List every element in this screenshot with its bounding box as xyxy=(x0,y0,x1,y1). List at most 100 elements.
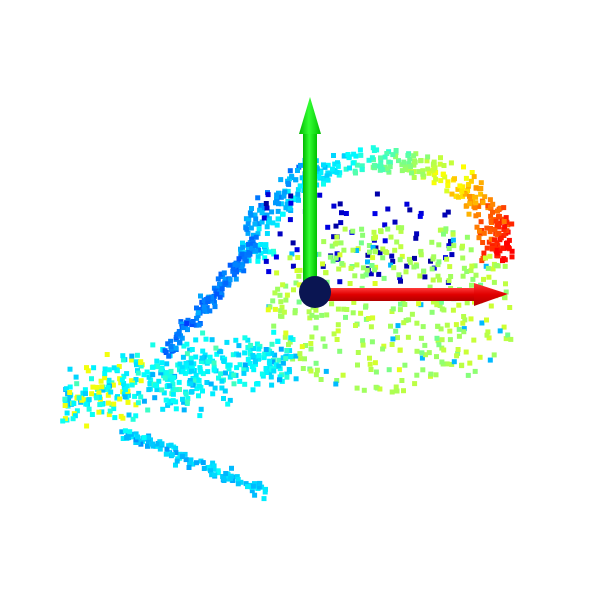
point xyxy=(129,353,135,359)
point xyxy=(343,166,349,172)
point xyxy=(337,252,343,258)
point xyxy=(231,372,237,378)
point xyxy=(160,406,166,412)
point xyxy=(431,162,437,168)
point xyxy=(335,163,341,169)
point xyxy=(102,371,108,377)
point xyxy=(259,210,265,216)
point xyxy=(294,247,300,253)
point xyxy=(146,439,151,444)
point xyxy=(393,154,399,160)
point xyxy=(350,247,356,253)
point xyxy=(331,234,337,240)
point xyxy=(336,266,342,272)
point xyxy=(460,193,466,199)
point xyxy=(65,403,71,409)
point xyxy=(97,402,103,408)
point xyxy=(396,367,402,373)
point xyxy=(490,209,495,215)
point xyxy=(508,336,514,342)
point xyxy=(252,221,258,227)
point xyxy=(256,247,261,253)
point xyxy=(76,395,82,401)
point xyxy=(241,370,247,376)
point xyxy=(338,240,344,246)
point xyxy=(292,310,298,316)
point xyxy=(217,294,223,300)
point xyxy=(130,434,135,440)
point xyxy=(321,162,326,168)
point xyxy=(264,212,270,218)
point xyxy=(193,322,199,328)
point xyxy=(433,176,439,182)
point xyxy=(252,481,257,487)
point xyxy=(190,461,196,467)
point xyxy=(261,496,267,502)
point xyxy=(278,313,283,319)
point xyxy=(173,445,179,451)
point xyxy=(141,372,147,378)
point xyxy=(373,264,379,270)
point xyxy=(256,352,262,358)
point xyxy=(495,243,501,249)
point xyxy=(138,394,144,400)
point xyxy=(380,255,386,261)
point xyxy=(106,412,112,418)
point xyxy=(276,363,282,369)
point xyxy=(444,322,450,328)
point xyxy=(262,255,268,261)
point xyxy=(259,219,265,225)
point xyxy=(230,352,236,358)
point xyxy=(414,231,420,237)
point xyxy=(449,191,455,197)
point xyxy=(490,266,496,272)
point xyxy=(245,345,251,350)
point xyxy=(217,290,223,295)
point xyxy=(416,301,422,307)
point xyxy=(62,396,68,402)
point xyxy=(393,328,399,334)
point xyxy=(501,219,507,224)
point xyxy=(112,415,118,421)
point xyxy=(255,231,261,237)
point xyxy=(129,357,135,363)
point xyxy=(239,251,245,257)
point xyxy=(444,361,450,367)
point xyxy=(457,183,463,189)
point xyxy=(296,282,302,288)
point xyxy=(227,374,233,380)
point xyxy=(419,355,425,361)
point xyxy=(327,254,333,260)
point xyxy=(94,395,100,401)
point xyxy=(164,370,170,376)
point xyxy=(407,156,413,162)
point xyxy=(245,221,251,227)
point xyxy=(146,374,152,380)
point xyxy=(155,364,161,369)
point xyxy=(245,484,250,490)
point xyxy=(278,346,284,352)
point xyxy=(484,332,490,338)
point xyxy=(473,185,479,191)
point xyxy=(374,191,380,197)
point xyxy=(414,263,420,269)
point xyxy=(256,484,262,490)
point xyxy=(418,210,424,216)
point xyxy=(284,353,290,359)
point xyxy=(134,362,139,368)
point xyxy=(185,327,190,333)
point xyxy=(509,254,515,260)
point xyxy=(96,390,102,396)
point xyxy=(264,205,270,211)
point xyxy=(242,335,248,341)
point xyxy=(360,232,366,238)
point xyxy=(249,245,255,251)
point xyxy=(135,434,140,440)
point xyxy=(331,203,337,209)
point xyxy=(261,215,267,221)
point xyxy=(203,336,209,342)
point xyxy=(427,284,433,290)
point xyxy=(221,270,227,276)
